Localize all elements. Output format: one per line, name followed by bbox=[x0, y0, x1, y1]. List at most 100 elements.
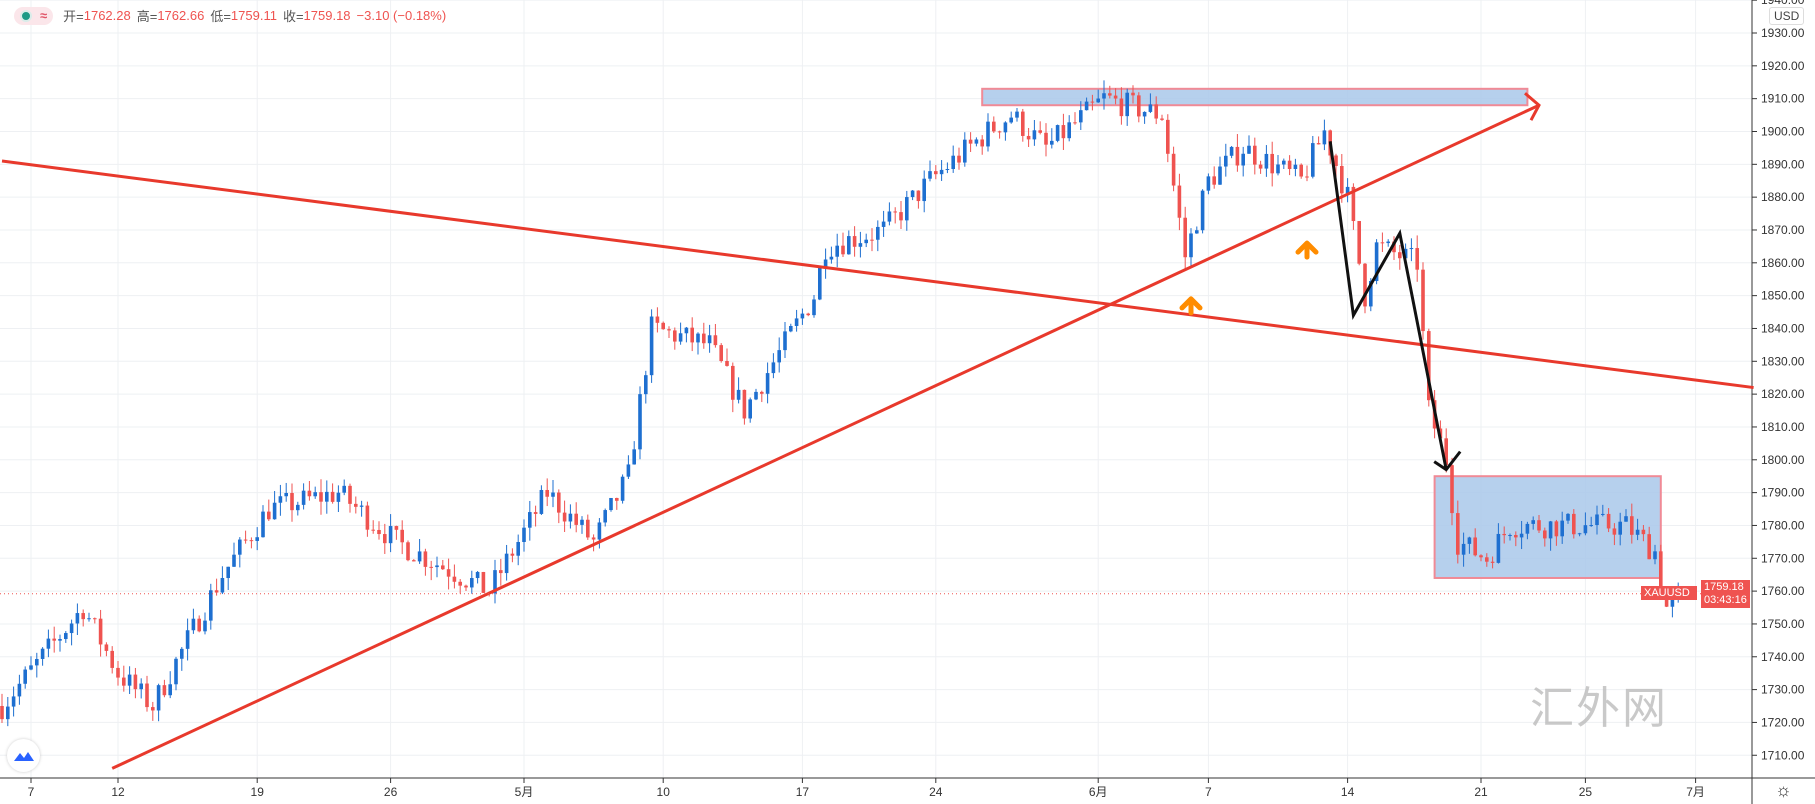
candle-body bbox=[406, 542, 410, 561]
candle-body bbox=[267, 511, 271, 520]
candle-body bbox=[777, 350, 781, 363]
high-label: 高= bbox=[136, 9, 158, 24]
x-tick-label: 6月 bbox=[1089, 785, 1108, 799]
candle-body bbox=[156, 685, 161, 711]
candle-body bbox=[696, 333, 700, 343]
candle-body bbox=[789, 325, 793, 332]
candle-body bbox=[562, 512, 567, 522]
y-tick-label: 1820.00 bbox=[1761, 387, 1805, 401]
y-tick-label: 1940.00 bbox=[1761, 0, 1805, 7]
candle-body bbox=[1577, 533, 1582, 535]
candle-body bbox=[522, 527, 526, 543]
candle-body bbox=[296, 504, 300, 511]
candle-body bbox=[916, 190, 921, 202]
candle-body bbox=[1206, 176, 1211, 191]
x-tick-label: 12 bbox=[111, 785, 125, 799]
candle-body bbox=[185, 630, 190, 649]
candle-body bbox=[272, 502, 277, 520]
candle-body bbox=[1444, 438, 1448, 466]
candle-body bbox=[754, 391, 758, 400]
candle-body bbox=[835, 245, 839, 257]
candle-body bbox=[75, 613, 80, 624]
candle-body bbox=[1241, 153, 1245, 166]
candle-body bbox=[609, 497, 613, 511]
candle-body bbox=[1021, 111, 1025, 136]
settings-gear-icon[interactable]: ☼ bbox=[1775, 780, 1792, 800]
candle-body bbox=[1485, 557, 1489, 562]
candle-body bbox=[1061, 125, 1066, 139]
candle-body bbox=[249, 540, 254, 542]
candle-body bbox=[649, 316, 654, 376]
candle-body bbox=[110, 650, 114, 668]
candle-body bbox=[1102, 93, 1106, 99]
candle-body bbox=[1270, 153, 1274, 174]
candle-body bbox=[1119, 98, 1124, 117]
candle-body bbox=[1583, 525, 1588, 534]
candle-body bbox=[203, 620, 207, 632]
candle-body bbox=[1229, 146, 1234, 156]
candle-body bbox=[1519, 533, 1524, 538]
y-tick-label: 1790.00 bbox=[1761, 486, 1805, 500]
candle-body bbox=[1403, 248, 1408, 259]
candle-body bbox=[1427, 331, 1431, 401]
candle-body bbox=[1287, 160, 1292, 169]
candle-body bbox=[388, 526, 393, 544]
up-arrow-icon bbox=[1179, 296, 1203, 316]
candle-body bbox=[1630, 516, 1634, 535]
currency-button[interactable]: USD bbox=[1769, 7, 1805, 25]
candle-body bbox=[1572, 513, 1576, 535]
candle-body bbox=[765, 373, 770, 394]
candle-body bbox=[243, 539, 248, 541]
tradingview-logo-icon[interactable] bbox=[7, 739, 40, 772]
indicator-toggle[interactable]: ≈ bbox=[14, 6, 54, 25]
x-tick-label: 14 bbox=[1341, 785, 1355, 799]
candle-body bbox=[493, 570, 497, 594]
candle-body bbox=[841, 245, 845, 255]
candle-body bbox=[1560, 520, 1564, 537]
candle-body bbox=[278, 496, 283, 503]
candle-body bbox=[533, 512, 538, 514]
candle-body bbox=[394, 526, 399, 530]
candle-body bbox=[1369, 281, 1373, 307]
candle-body bbox=[1554, 521, 1559, 537]
countdown: 03:43:16 bbox=[1704, 593, 1747, 606]
candle-body bbox=[968, 139, 973, 144]
candle-body bbox=[504, 553, 509, 574]
candle-body bbox=[893, 211, 897, 213]
candle-body bbox=[93, 618, 97, 620]
x-tick-label: 7月 bbox=[1686, 785, 1705, 799]
candle-body bbox=[655, 316, 660, 323]
candle-body bbox=[667, 329, 671, 331]
x-tick-label: 5月 bbox=[515, 785, 534, 799]
candle-body bbox=[377, 529, 381, 535]
candle-body bbox=[1084, 101, 1089, 111]
candle-body bbox=[1154, 104, 1158, 119]
candle-body bbox=[615, 497, 619, 501]
candle-body bbox=[464, 585, 468, 588]
candle-body bbox=[1566, 513, 1570, 521]
candle-body bbox=[1055, 125, 1060, 141]
close-label: 收= bbox=[282, 9, 304, 24]
candle-body bbox=[928, 171, 932, 179]
candle-body bbox=[1247, 145, 1251, 154]
candle-body bbox=[261, 511, 265, 538]
candle-body bbox=[580, 519, 584, 525]
candle-body bbox=[1537, 520, 1541, 531]
last-price-label: 1759.18 03:43:16 bbox=[1701, 579, 1750, 608]
candle-body bbox=[1479, 555, 1483, 558]
candle-body bbox=[1235, 146, 1240, 166]
candle-body bbox=[359, 505, 364, 507]
candle-body bbox=[678, 333, 683, 342]
candle-body bbox=[342, 485, 346, 493]
candle-body bbox=[638, 394, 642, 450]
candle-body bbox=[887, 211, 892, 222]
candle-body bbox=[1137, 95, 1141, 117]
candle-body bbox=[1316, 143, 1321, 145]
y-tick-label: 1750.00 bbox=[1761, 617, 1805, 631]
open-value: 1762.28 bbox=[83, 8, 131, 23]
candle-body bbox=[707, 335, 712, 344]
x-tick-label: 24 bbox=[929, 785, 943, 799]
candle-body bbox=[1282, 160, 1286, 165]
candle-body bbox=[1009, 117, 1013, 123]
